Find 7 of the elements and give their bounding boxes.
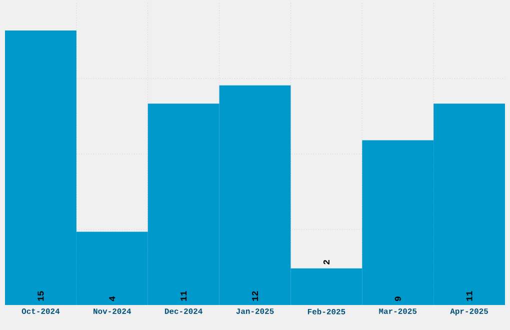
data-label: 12 (252, 291, 258, 301)
data-label: 11 (466, 291, 472, 301)
data-label: 15 (38, 291, 44, 301)
data-label: 2 (323, 260, 330, 264)
data-label: 9 (394, 296, 401, 301)
data-label: 4 (109, 296, 116, 302)
data-label: 11 (180, 291, 187, 301)
